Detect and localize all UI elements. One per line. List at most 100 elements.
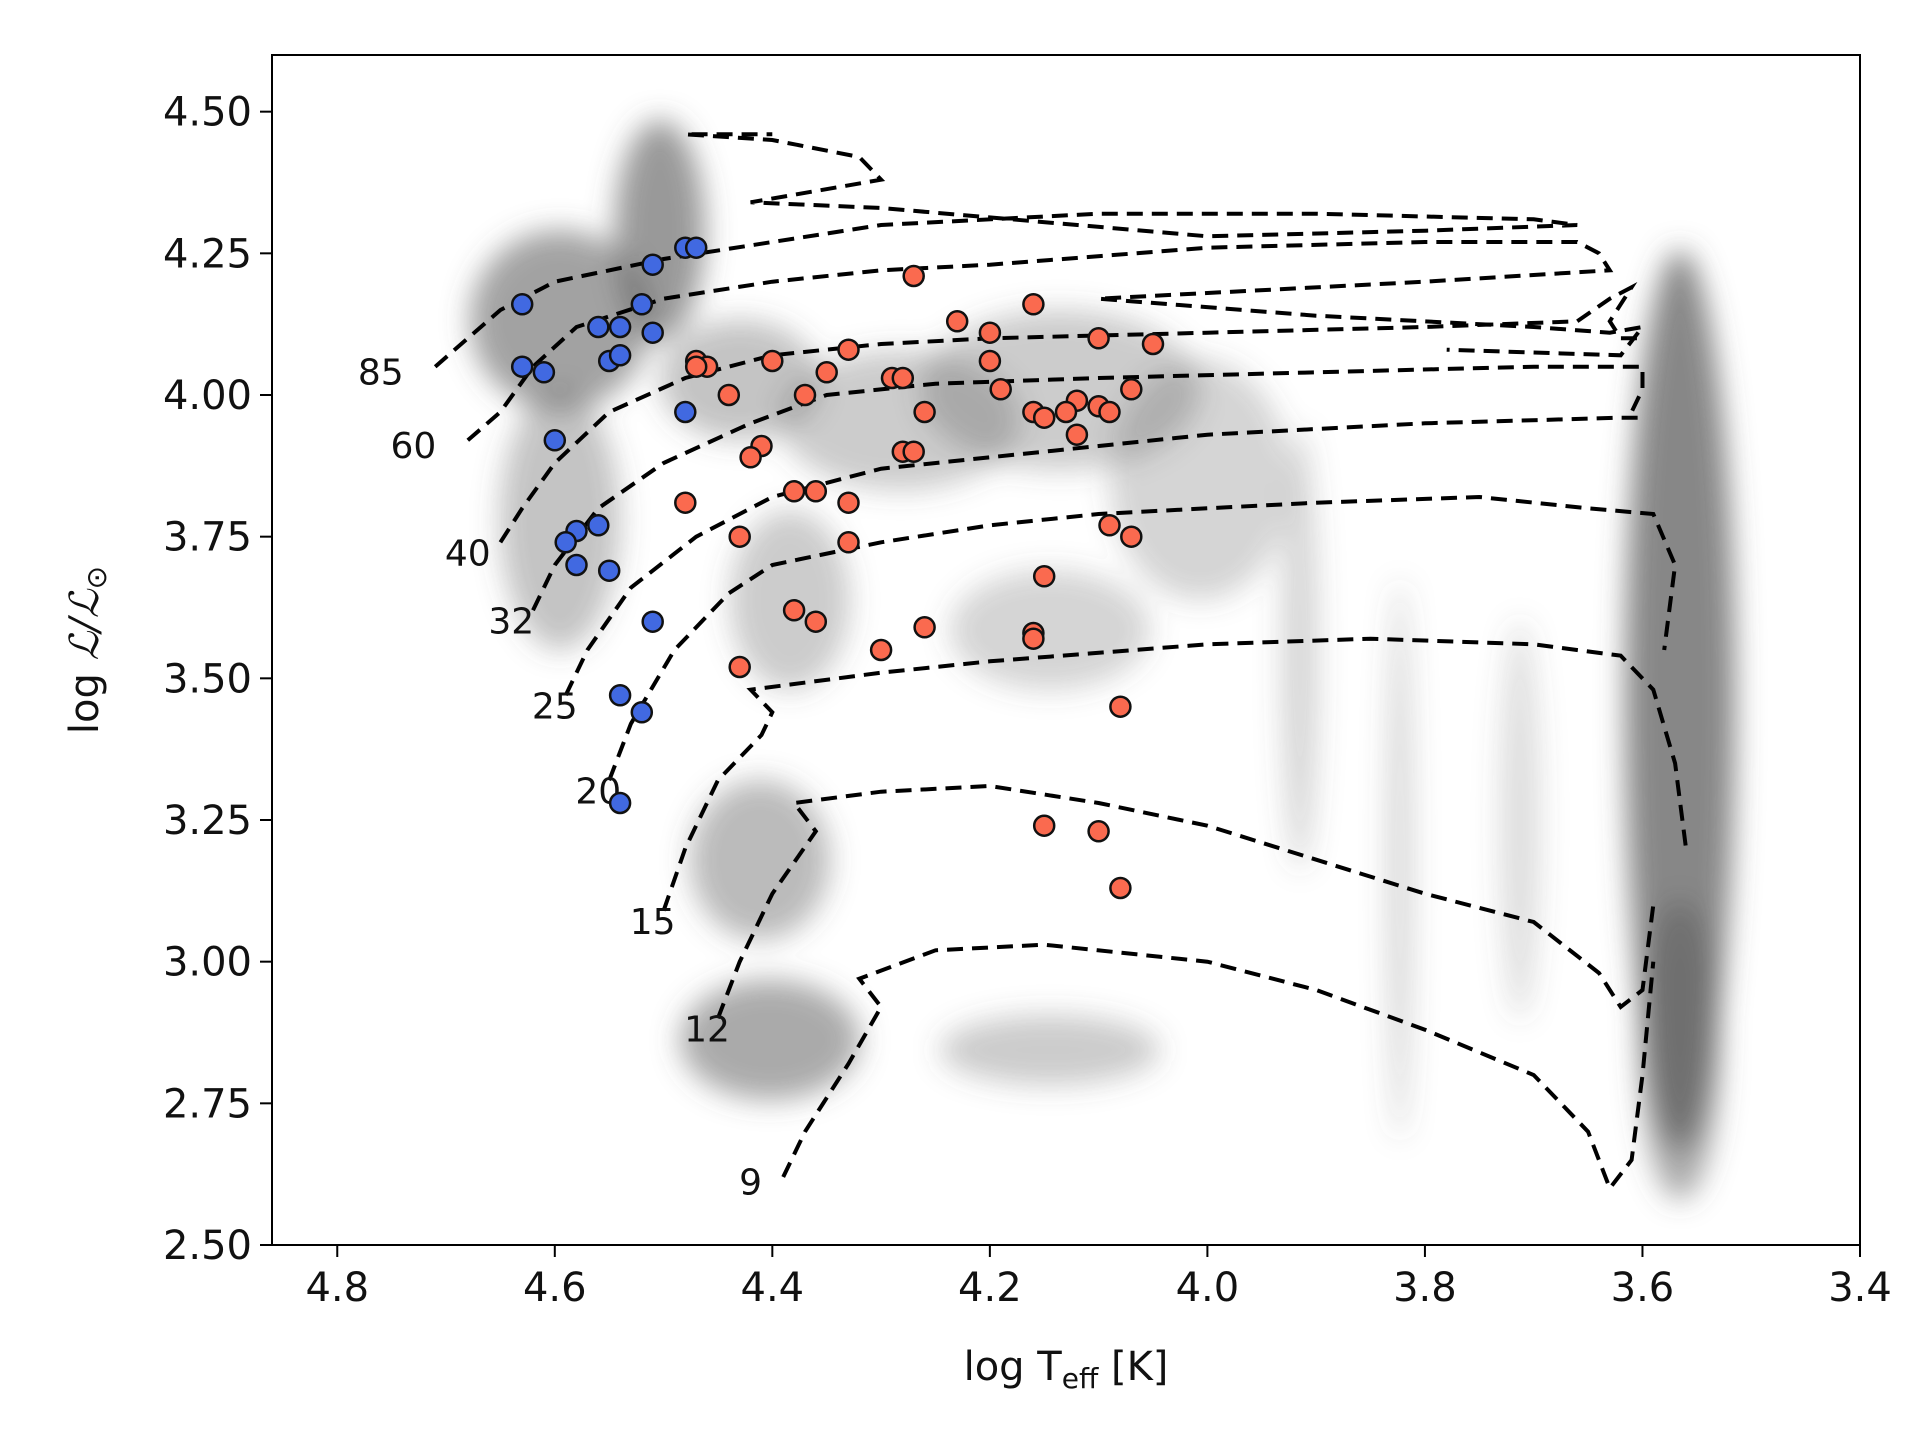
data-point — [674, 400, 697, 424]
data-point — [510, 293, 534, 316]
data-point — [1032, 814, 1056, 837]
data-point — [761, 349, 784, 373]
data-point — [913, 400, 936, 424]
data-point — [641, 253, 664, 276]
track-label-32: 32 — [488, 602, 534, 643]
x-axis-label: log Teff [K] — [964, 1344, 1169, 1395]
data-point — [945, 310, 969, 333]
data-point — [565, 553, 588, 577]
data-point — [1109, 695, 1132, 718]
data-point — [510, 355, 534, 378]
data-point — [1109, 876, 1132, 900]
data-point — [543, 429, 567, 452]
y-tick-label: 3.50 — [163, 656, 252, 702]
y-tick-label: 4.00 — [163, 373, 252, 419]
data-point — [1098, 400, 1121, 424]
track-32-msun — [531, 364, 1645, 612]
track-label-15: 15 — [630, 902, 676, 943]
data-point — [1087, 820, 1110, 843]
x-tick-label: 4.8 — [305, 1265, 369, 1311]
y-tick-label: 3.75 — [163, 515, 252, 561]
data-point — [587, 514, 610, 537]
track-label-85: 85 — [358, 352, 404, 393]
track-label-9: 9 — [739, 1163, 762, 1204]
y-tick-label: 4.50 — [163, 90, 252, 136]
x-tick-label: 4.2 — [958, 1265, 1022, 1311]
density-background — [470, 120, 1735, 1200]
data-point — [837, 491, 860, 514]
data-point — [978, 349, 1002, 373]
axis-ticks: 4.8 4.6 4.4 4.2 4.0 3.8 3.6 3.4 2.50 2.75 3.00 3.25… — [163, 90, 1892, 1311]
x-tick-label: 4.0 — [1176, 1265, 1240, 1311]
data-point — [837, 338, 860, 361]
data-point — [793, 383, 817, 407]
red-stars-series — [674, 264, 1165, 900]
data-point — [978, 321, 1002, 344]
data-point — [782, 480, 806, 503]
data-point — [554, 531, 577, 554]
track-9-msun — [781, 942, 1656, 1193]
data-point — [1032, 406, 1056, 429]
data-point — [728, 655, 751, 679]
data-point — [641, 321, 664, 344]
data-point — [902, 440, 925, 463]
data-point — [1032, 565, 1056, 588]
data-point — [630, 701, 654, 724]
track-label-40: 40 — [445, 534, 491, 575]
data-point — [1098, 514, 1121, 537]
y-tick-label: 3.00 — [163, 940, 252, 986]
data-point — [804, 480, 828, 503]
data-point — [674, 491, 697, 514]
y-tick-label: 2.50 — [163, 1223, 252, 1269]
track-12-msun — [716, 783, 1656, 1020]
data-point — [902, 264, 925, 288]
data-point — [597, 559, 621, 582]
plot-frame — [271, 54, 1861, 1246]
data-point — [532, 361, 556, 384]
y-axis-label: log ℒ/ℒ⊙ — [62, 566, 113, 734]
data-point — [913, 616, 936, 639]
data-point — [608, 344, 632, 367]
y-tick-label: 4.25 — [163, 231, 252, 277]
data-point — [608, 315, 632, 339]
data-point — [608, 684, 632, 707]
data-point — [891, 366, 915, 390]
data-point — [739, 446, 762, 469]
x-tick-label: 3.6 — [1611, 1265, 1675, 1311]
data-point — [587, 315, 610, 339]
y-tick-label: 2.75 — [163, 1081, 252, 1127]
data-point — [869, 638, 893, 662]
track-85-msun — [433, 132, 1578, 369]
evolutionary-tracks — [433, 132, 1688, 1193]
data-point — [641, 610, 664, 633]
data-point — [837, 531, 860, 554]
data-point — [1141, 332, 1165, 356]
data-point — [804, 610, 828, 633]
data-point — [782, 599, 806, 622]
data-point — [630, 293, 654, 316]
data-point — [1065, 423, 1089, 446]
track-15-msun — [661, 636, 1688, 912]
data-point — [1022, 293, 1045, 316]
data-point — [1054, 400, 1078, 424]
track-label-25: 25 — [532, 687, 578, 728]
x-tick-label: 4.6 — [523, 1265, 587, 1311]
data-point — [717, 383, 741, 407]
track-20-msun — [607, 494, 1678, 782]
y-tick-label: 3.25 — [163, 798, 252, 844]
data-point — [1120, 525, 1143, 548]
data-point — [684, 236, 708, 259]
data-point — [989, 378, 1012, 401]
data-point — [1022, 627, 1045, 650]
data-point — [1120, 378, 1143, 401]
x-tick-label: 3.8 — [1393, 1265, 1457, 1311]
x-tick-label: 4.4 — [741, 1265, 805, 1311]
track-40-msun — [498, 282, 1643, 544]
data-point — [1087, 327, 1110, 350]
data-point — [728, 525, 751, 548]
track-label-60: 60 — [390, 426, 436, 467]
blue-stars-series — [510, 236, 708, 815]
x-tick-label: 3.4 — [1828, 1265, 1892, 1311]
data-point — [608, 791, 632, 815]
